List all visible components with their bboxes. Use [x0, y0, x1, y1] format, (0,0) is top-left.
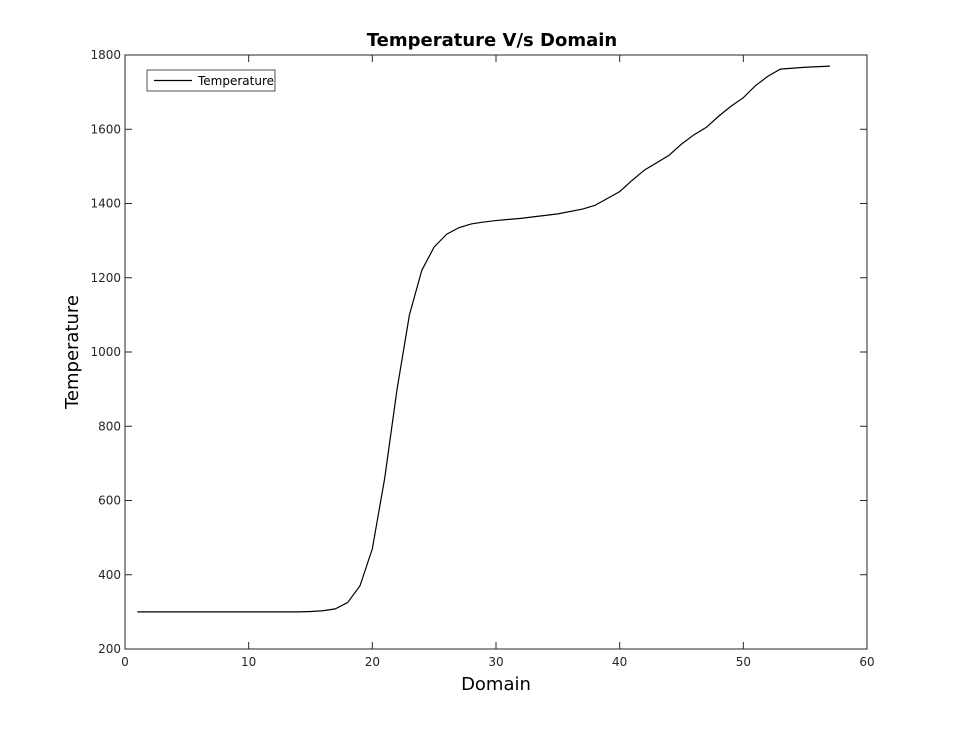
- y-tick-label: 1400: [90, 197, 121, 211]
- y-tick-label: 1000: [90, 345, 121, 359]
- legend-box: [146, 69, 276, 92]
- plot-frame: [124, 54, 868, 650]
- x-axis-title: Domain: [461, 674, 531, 695]
- tick-labels-layer: 0 10 20 30 40 50 60 200 400 600 800 1000 1200 1400 160…: [90, 48, 874, 669]
- y-tick-label: 800: [98, 419, 121, 433]
- plot-area: [125, 55, 867, 649]
- x-tick-label: 10: [241, 655, 256, 669]
- y-axis-title: Temperature: [62, 295, 83, 410]
- x-tick-label: 20: [365, 655, 380, 669]
- y-tick-label: 1600: [90, 122, 121, 136]
- y-tick-label: 1200: [90, 271, 121, 285]
- x-tick-label: 50: [736, 655, 751, 669]
- x-tick-label: 60: [859, 655, 874, 669]
- y-tick-label: 200: [98, 642, 121, 656]
- x-tick-label: 40: [612, 655, 627, 669]
- y-tick-label: 600: [98, 494, 121, 508]
- x-tick-label: 30: [488, 655, 503, 669]
- y-tick-label: 1800: [90, 48, 121, 62]
- y-tick-label: 400: [98, 568, 121, 582]
- chart-title: Temperature V/s Domain: [367, 30, 617, 51]
- legend-label-temperature: Temperature: [197, 74, 274, 88]
- x-tick-label: 0: [121, 655, 129, 669]
- series-line-temperature: [137, 65, 830, 613]
- legend: Temperature: [146, 69, 276, 92]
